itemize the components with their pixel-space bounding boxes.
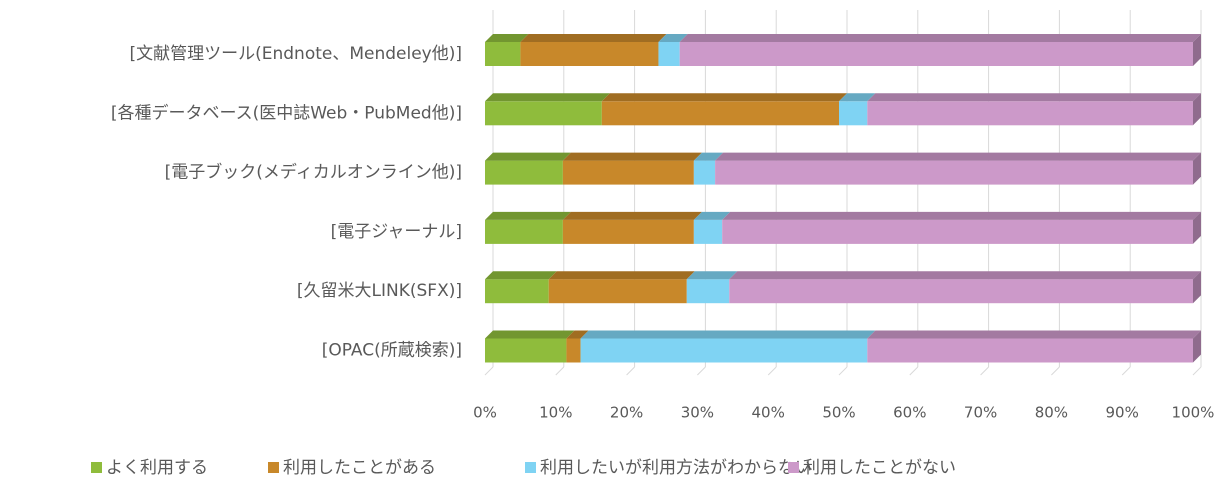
x-tick-label: 100%: [1172, 404, 1215, 422]
x-tick-label: 90%: [1106, 404, 1139, 422]
legend-swatch: [788, 462, 799, 473]
legend-label: 利用したいが利用方法がわからない: [540, 458, 812, 478]
bar: [485, 101, 602, 126]
bar-top: [686, 271, 738, 280]
bar: [722, 219, 1193, 244]
legend-label: 利用したことがない: [803, 458, 956, 478]
bar-top: [485, 152, 571, 161]
bar: [693, 160, 716, 185]
grid-floor-line: [1192, 366, 1202, 376]
bar-top: [729, 271, 1201, 280]
bar: [679, 42, 1193, 66]
bar-side: [1193, 330, 1201, 363]
bar-top: [485, 93, 610, 102]
x-tick-label: 70%: [964, 404, 997, 422]
bar-top: [485, 330, 575, 339]
grid-floor-line: [626, 366, 635, 376]
bar-top: [658, 34, 688, 42]
y-tick-label: [OPAC(所蔵検索)]: [322, 341, 462, 361]
x-tick-label: 60%: [893, 404, 926, 422]
bar-top: [562, 211, 702, 220]
bar-top: [601, 93, 847, 102]
grid-floor-line: [697, 366, 706, 376]
bar-top: [715, 152, 1201, 161]
bar-side: [1193, 271, 1201, 304]
bar-top: [520, 34, 667, 42]
bar: [485, 42, 521, 66]
bar: [485, 279, 549, 304]
bar-top: [485, 211, 571, 220]
bar: [686, 279, 730, 304]
bar-top: [485, 271, 557, 280]
legend-swatch: [525, 462, 536, 473]
bar-top: [867, 330, 1201, 339]
bar-top: [693, 211, 731, 220]
bar: [548, 279, 687, 304]
y-tick-label: [各種データベース(医中誌Web・PubMed他)]: [111, 102, 462, 123]
legend-label: 利用したことがある: [283, 458, 436, 478]
bar: [485, 338, 567, 363]
bar-side: [1193, 211, 1201, 244]
bar-top: [722, 211, 1201, 220]
bar: [562, 219, 694, 244]
bar: [520, 42, 659, 66]
grid-floor-line: [909, 366, 919, 376]
bar: [867, 101, 1193, 126]
bar-side: [1193, 34, 1201, 66]
bar-top: [485, 34, 529, 42]
bar: [729, 279, 1193, 304]
grid-floor-line: [484, 366, 494, 376]
bar: [485, 160, 563, 185]
bar: [485, 219, 563, 244]
x-tick-label: 20%: [610, 404, 643, 422]
bar-top: [839, 93, 876, 102]
bar-side: [1193, 152, 1201, 185]
bar: [658, 42, 680, 66]
x-tick-label: 10%: [539, 404, 572, 422]
grid-floor-line: [1051, 366, 1060, 376]
bar: [601, 101, 839, 126]
bar: [715, 160, 1193, 185]
legend-swatch: [268, 462, 279, 473]
bar: [566, 338, 581, 363]
grid-floor-line: [555, 366, 565, 376]
x-tick-label: 50%: [822, 404, 855, 422]
x-tick-label: 30%: [681, 404, 714, 422]
legend-swatch: [91, 462, 102, 473]
bar-side: [1193, 93, 1201, 126]
grid-floor-line: [767, 366, 777, 376]
bar-top: [562, 152, 702, 161]
bar-top: [580, 330, 876, 339]
grid-floor-line: [838, 366, 848, 376]
bar-top: [566, 330, 589, 339]
bar: [867, 338, 1193, 363]
grid-floor-line: [1121, 366, 1131, 376]
y-tick-label: [文献管理ツール(Endnote、Mendeley他)]: [129, 44, 462, 64]
x-tick-label: 80%: [1035, 404, 1068, 422]
y-tick-label: [久留米大LINK(SFX)]: [297, 281, 462, 301]
x-tick-label: 40%: [752, 404, 785, 422]
y-tick-label: [電子ブック(メディカルオンライン他)]: [165, 162, 462, 183]
bar: [562, 160, 694, 185]
y-tick-label: [電子ジャーナル]: [331, 222, 462, 242]
grid-floor-line: [980, 366, 989, 376]
x-tick-label: 0%: [473, 404, 497, 422]
bar: [839, 101, 868, 126]
bar-top: [867, 93, 1201, 102]
bar-top: [548, 271, 695, 280]
bar-top: [679, 34, 1201, 42]
bar-top: [693, 152, 724, 161]
bar: [580, 338, 868, 363]
legend-label: よく利用する: [106, 458, 208, 478]
bar: [693, 219, 723, 244]
